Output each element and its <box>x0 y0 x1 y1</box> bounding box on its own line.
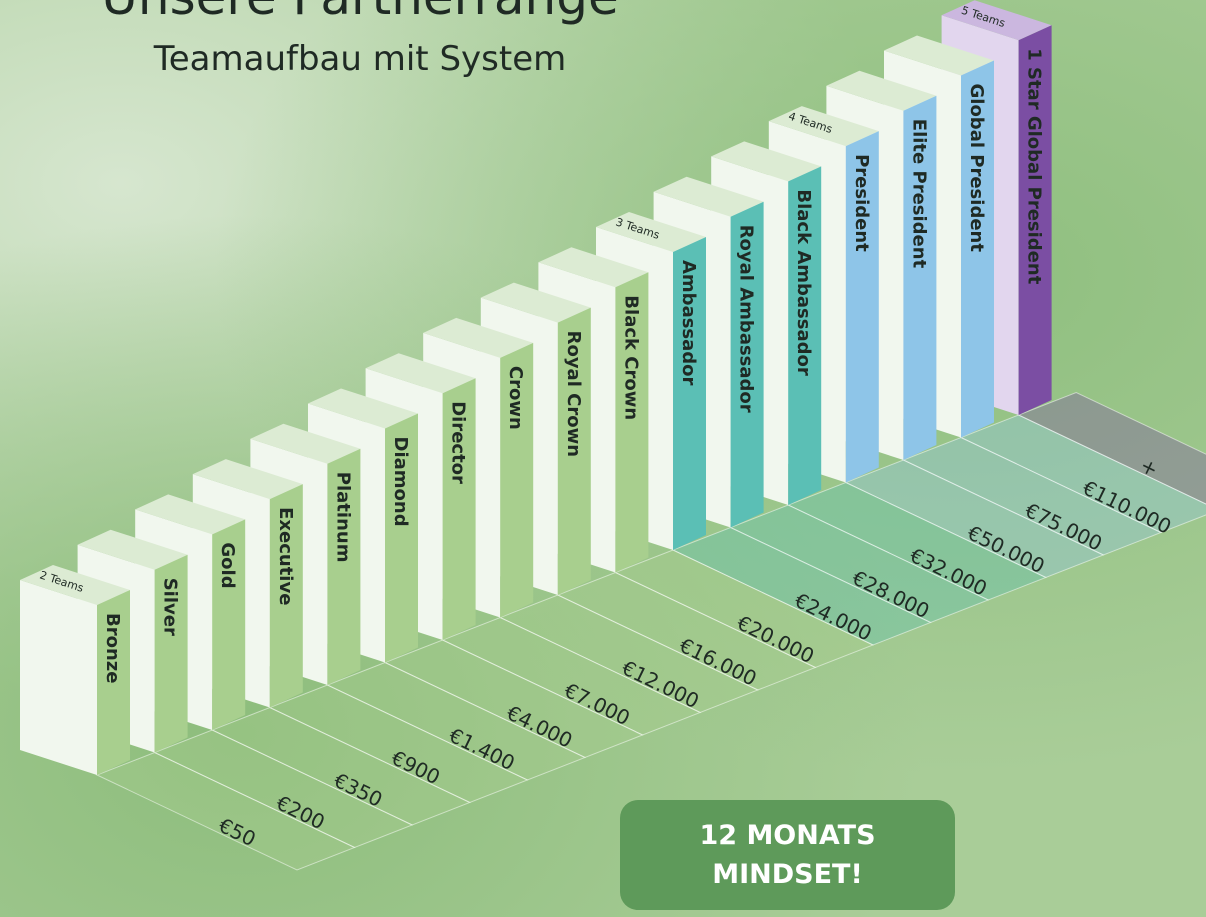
rank-name: Royal Crown <box>563 331 584 457</box>
rank-name: Crown <box>505 366 526 430</box>
rank-name: Global President <box>966 84 987 253</box>
badge: 12 MONATS MINDSET! <box>620 800 955 910</box>
rank-name: Elite President <box>908 119 929 269</box>
rank-name: Executive <box>275 507 296 605</box>
rank-name: President <box>851 154 872 252</box>
infographic: Unsere Partnerränge Teamaufbau mit Syste… <box>0 0 1206 917</box>
rank-name: Diamond <box>390 437 411 527</box>
rank-name: Royal Ambassador <box>736 225 757 413</box>
rank-name: Black Crown <box>620 295 641 420</box>
rank-name: Ambassador <box>678 260 699 386</box>
rank-name: Gold <box>217 542 238 588</box>
rank-name: Silver <box>160 578 181 636</box>
title: Unsere Partnerränge <box>101 0 618 26</box>
rank-name: Black Ambassador <box>793 189 814 375</box>
rank-name: Bronze <box>102 613 123 683</box>
subtitle: Teamaufbau mit System <box>153 39 566 79</box>
page: Unsere Partnerränge Teamaufbau mit Syste… <box>0 0 1206 917</box>
rank-name: 1 Star Global President <box>1024 48 1045 284</box>
rank-name: Platinum <box>332 472 353 563</box>
rank-name: Director <box>448 401 469 484</box>
block-side <box>20 580 97 775</box>
